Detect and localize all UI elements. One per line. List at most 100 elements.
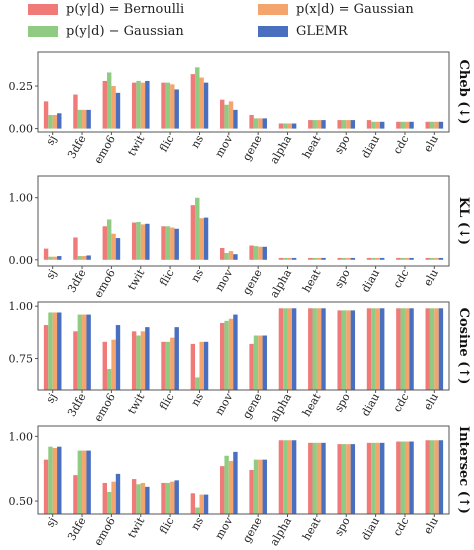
bar-spo-series-4 (350, 120, 356, 129)
bar-sj-series-1 (43, 459, 49, 514)
bar-ns-series-2 (195, 197, 200, 260)
panel-4: 0.50 1.00 sj 3dfe emo6 twit flic ns mov gene alpha… (9, 425, 471, 548)
bar-twit-series-1 (131, 222, 137, 260)
bar-twit-series-2 (136, 335, 141, 390)
bar-gene-series-3 (258, 335, 263, 390)
x-tick-label-alpha: alpha (267, 267, 294, 301)
bar-3dfe-series-1 (73, 331, 78, 390)
bar-sj-series-2 (48, 256, 53, 260)
bar-alpha-series-2 (283, 308, 288, 390)
bar-twit-series-1 (131, 479, 137, 514)
x-tick-label-cdc: cdc (391, 267, 412, 290)
bar-3dfe-series-4 (86, 255, 91, 260)
y-tick-label: 0.00 (9, 254, 34, 267)
bar-heat-series-3 (316, 308, 322, 390)
bar-3dfe-series-1 (73, 475, 78, 514)
bar-cdc-series-1 (396, 257, 401, 260)
bar-emo6-series-3 (111, 86, 116, 129)
bar-heat-series-4 (321, 308, 326, 390)
bar-elu-series-1 (425, 308, 430, 390)
x-tick-label-spo: spo (332, 515, 353, 539)
bar-mov-series-2 (224, 455, 229, 514)
bar-twit-series-1 (131, 331, 137, 390)
x-tick-label-diau: diau (359, 391, 382, 418)
x-tick-label-emo6: emo6 (91, 391, 118, 424)
bar-sj-series-4 (57, 113, 62, 129)
bar-sj-series-4 (57, 256, 62, 260)
x-tick-label-heat: heat (300, 515, 324, 543)
legend-item-bernoulli: p(y|d) = Bernoulli (28, 2, 184, 17)
panel-1: 0.00 0.25 sj 3dfe emo6 twit flic ns mov gene alpha… (9, 51, 471, 166)
x-tick-label-gene: gene (240, 267, 265, 297)
bar-heat-series-1 (308, 120, 313, 129)
x-tick-label-heat: heat (300, 267, 324, 295)
panel-frame (37, 425, 450, 515)
bar-ns-series-1 (190, 74, 196, 129)
bar-elu-series-1 (425, 440, 430, 514)
bar-spo-series-2 (341, 257, 347, 260)
legend-swatch-y-gaussian (28, 26, 58, 37)
x-tick-label-heat: heat (300, 133, 324, 161)
legend-swatch-bernoulli (28, 4, 58, 15)
legend-label-glemr: GLEMR (296, 24, 348, 39)
bar-ns-series-1 (190, 205, 196, 260)
bar-elu-series-3 (434, 121, 439, 129)
bar-emo6-series-1 (102, 341, 107, 390)
bar-cdc-series-2 (400, 308, 405, 390)
bar-heat-series-3 (316, 120, 322, 129)
legend-label-x-gaussian: p(x|d) = Gaussian (296, 2, 414, 17)
x-tick-label-ns: ns (188, 391, 206, 409)
bar-flic-series-2 (165, 482, 171, 514)
bar-emo6-series-4 (115, 473, 121, 514)
legend-swatch-glemr (258, 26, 288, 37)
bar-sj-series-1 (43, 101, 49, 129)
bar-alpha-series-4 (291, 308, 297, 390)
x-tick-label-twit: twit (125, 391, 147, 417)
x-tick-label-3dfe: 3dfe (65, 267, 89, 295)
bar-elu-series-2 (429, 121, 435, 129)
bar-gene-series-3 (258, 118, 263, 129)
bar-gene-series-1 (249, 114, 254, 129)
x-tick-label-diau: diau (359, 267, 382, 294)
bar-flic-series-4 (174, 327, 179, 390)
bar-heat-series-1 (308, 442, 313, 514)
panel-frame (37, 175, 450, 267)
bar-3dfe-series-3 (82, 109, 87, 129)
bar-sj-series-2 (48, 312, 53, 390)
bar-ns-series-2 (195, 507, 200, 514)
bar-twit-series-3 (140, 82, 146, 129)
bar-elu-series-4 (438, 440, 444, 514)
bar-elu-series-4 (438, 257, 444, 260)
bar-flic-series-2 (165, 82, 171, 129)
bar-diau-series-3 (375, 308, 381, 390)
bar-alpha-series-4 (291, 123, 297, 129)
bar-twit-series-1 (131, 82, 137, 129)
bar-cdc-series-3 (404, 121, 410, 129)
bar-diau-series-1 (366, 442, 372, 514)
x-tick-label-twit: twit (125, 133, 147, 159)
bar-heat-series-4 (321, 442, 326, 514)
y-axis-label: KL (↓) (456, 197, 471, 245)
bar-spo-series-2 (341, 444, 347, 514)
x-tick-label-gene: gene (240, 515, 265, 545)
x-tick-label-diau: diau (359, 133, 382, 160)
bar-flic-series-3 (170, 481, 175, 514)
bar-emo6-series-1 (102, 80, 107, 129)
bar-3dfe-series-4 (86, 109, 91, 129)
bar-3dfe-series-2 (77, 256, 83, 260)
x-tick-label-flic: flic (157, 515, 177, 536)
bar-heat-series-2 (312, 120, 317, 129)
bar-mov-series-1 (220, 248, 225, 260)
bar-3dfe-series-3 (82, 450, 87, 514)
bar-diau-series-2 (371, 442, 376, 514)
bar-elu-series-4 (438, 308, 444, 390)
bar-gene-series-1 (249, 470, 254, 514)
bar-twit-series-3 (140, 482, 146, 514)
bar-alpha-series-4 (291, 257, 297, 260)
x-tick-label-spo: spo (332, 133, 353, 157)
bar-spo-series-4 (350, 444, 356, 514)
bar-flic-series-3 (170, 84, 175, 129)
x-tick-label-mov: mov (213, 132, 236, 159)
bar-ns-series-4 (203, 82, 209, 129)
